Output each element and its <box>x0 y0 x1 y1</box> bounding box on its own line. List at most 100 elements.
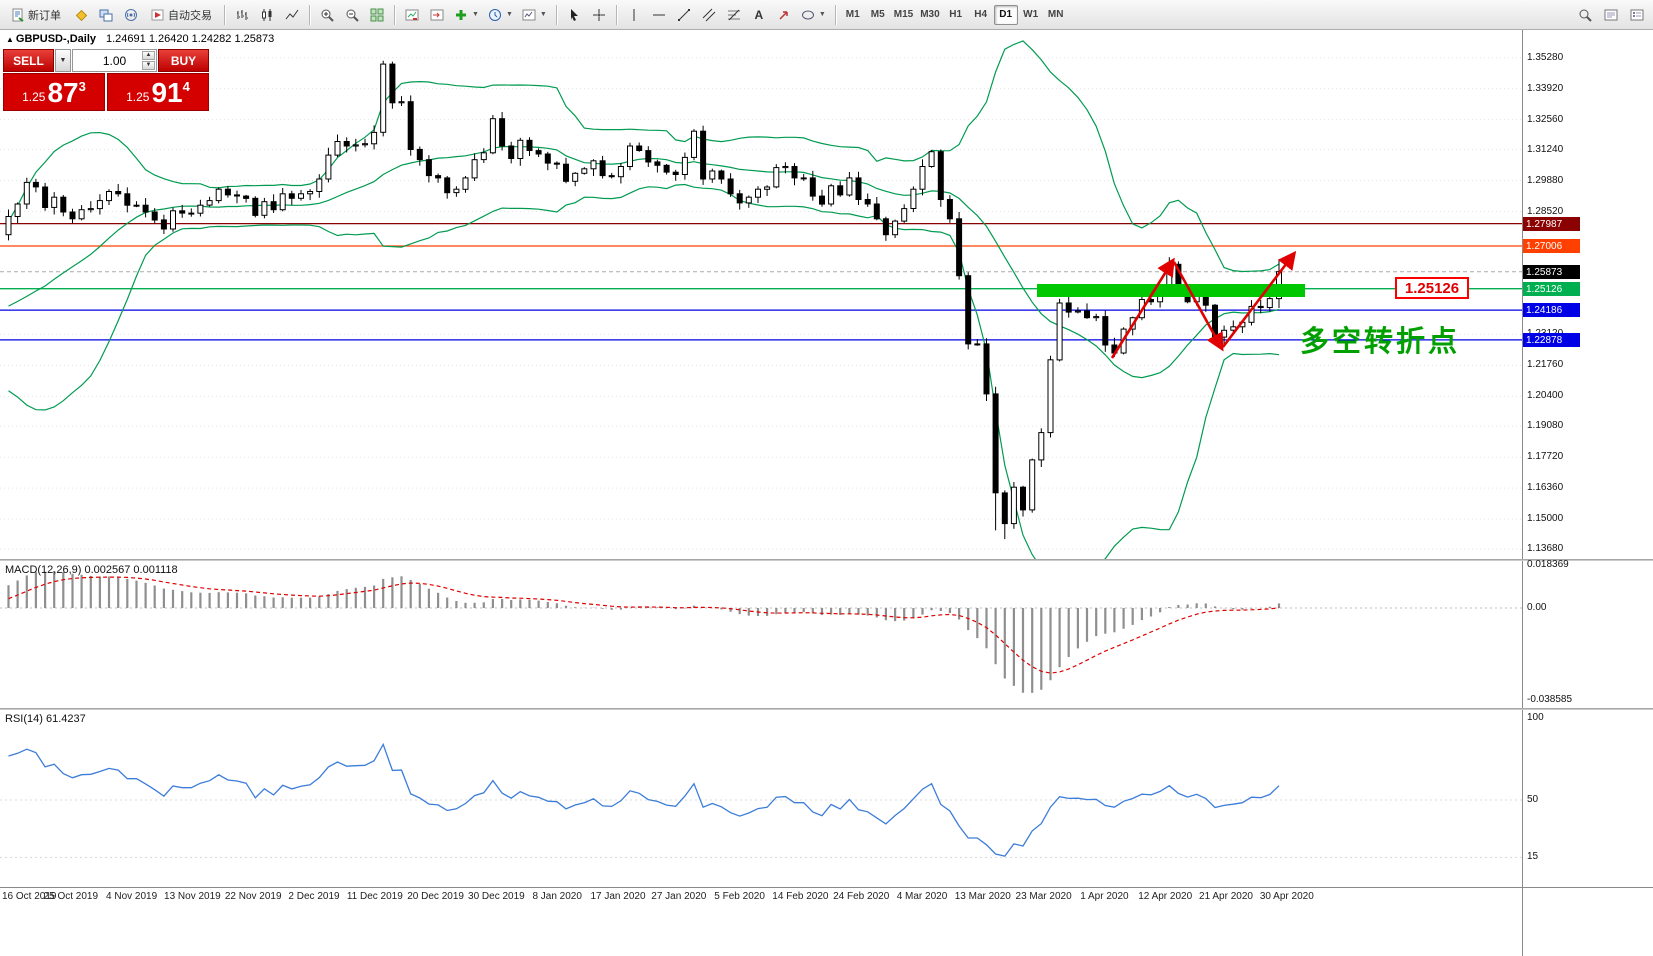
broadcast-button[interactable] <box>119 3 143 27</box>
time-axis-label: 23 Mar 2020 <box>1015 891 1072 902</box>
support-zone-bar[interactable] <box>1037 284 1305 297</box>
data-window-button[interactable] <box>1599 3 1623 27</box>
fibonacci-icon <box>727 8 741 22</box>
price-tick-label: 1.32560 <box>1527 114 1564 125</box>
price-line-label: 1.25126 <box>1523 282 1580 296</box>
search-button[interactable] <box>1573 3 1597 27</box>
data-window-icon <box>1604 8 1618 22</box>
timeframe-w1[interactable]: W1 <box>1023 9 1039 20</box>
chevron-down-icon: ▼ <box>818 11 826 18</box>
bar-chart-icon <box>235 8 249 22</box>
trend-arrows[interactable] <box>1110 250 1297 359</box>
price-line-label: 1.24186 <box>1523 303 1580 317</box>
zoom-in-button[interactable] <box>315 3 339 27</box>
timeframe-h1[interactable]: H1 <box>949 9 963 20</box>
mql-community-button[interactable] <box>69 3 93 27</box>
channel-button[interactable] <box>697 3 721 27</box>
search-icon <box>1578 8 1592 22</box>
time-axis-label: 13 Nov 2019 <box>164 891 221 902</box>
vertical-line-button[interactable] <box>622 3 646 27</box>
auto-scroll-icon <box>405 8 419 22</box>
rsi-scale-50: 50 <box>1527 794 1539 805</box>
sell-price-box[interactable]: 1.25 87 3 <box>3 73 105 111</box>
bar-chart-button[interactable] <box>230 3 254 27</box>
timeframe-d1[interactable]: D1 <box>993 4 1018 25</box>
text-label-button[interactable]: A <box>747 3 771 27</box>
horizontal-level-lines[interactable] <box>0 222 1522 341</box>
templates-button[interactable]: ▼ <box>518 3 551 27</box>
candlestick-chart-button[interactable] <box>255 3 279 27</box>
volume-down-button[interactable]: ▼ <box>142 61 155 70</box>
profiles-button[interactable] <box>94 3 118 27</box>
toolbar-separator <box>834 4 836 25</box>
timeframe-m15[interactable]: M15 <box>893 9 914 20</box>
indicators-plus-icon <box>454 8 468 22</box>
cursor-icon <box>567 8 581 22</box>
volume-dropdown[interactable]: ▼ <box>55 49 71 72</box>
cursor-button[interactable] <box>562 3 586 27</box>
time-axis-label: 12 Apr 2020 <box>1138 891 1193 902</box>
chart-shift-button[interactable] <box>425 3 449 27</box>
turning-point-text[interactable]: 多空转折点 <box>1300 326 1461 358</box>
autotrading-button[interactable]: 自动交易 <box>144 3 219 27</box>
time-axis-label: 1 Apr 2020 <box>1080 891 1129 902</box>
sell-price-small: 1.25 <box>22 90 46 104</box>
timeframe-mn[interactable]: MN <box>1047 9 1064 20</box>
macd-panel-separator[interactable] <box>0 559 1653 561</box>
timeframe-m1[interactable]: M1 <box>845 9 860 20</box>
autotrading-icon <box>151 8 165 22</box>
navigator-button[interactable] <box>1625 3 1649 27</box>
price-tick-label: 1.29880 <box>1527 175 1564 186</box>
buy-button[interactable]: BUY <box>158 49 209 72</box>
toolbar-separator <box>615 4 617 25</box>
price-tick-label: 1.19080 <box>1527 420 1564 431</box>
price-line-label: 1.25873 <box>1523 265 1580 279</box>
volume-input[interactable]: 1.00 ▲ ▼ <box>72 49 157 72</box>
auto-scroll-button[interactable] <box>400 3 424 27</box>
volume-up-button[interactable]: ▲ <box>142 51 155 60</box>
zoom-out-icon <box>345 8 359 22</box>
new-order-label: 新订单 <box>28 9 61 22</box>
time-axis-label: 22 Nov 2019 <box>224 891 282 902</box>
zone-price-callout[interactable]: 1.25126 <box>1395 277 1469 299</box>
time-axis-label: 13 Mar 2020 <box>954 891 1011 902</box>
tile-windows-button[interactable] <box>365 3 389 27</box>
time-axis[interactable]: 16 Oct 2019 25 Oct 2019 4 Nov 2019 13 Nov 2… <box>0 889 1522 905</box>
chevron-down-icon: ▼ <box>505 11 513 18</box>
shapes-button[interactable]: ▼ <box>797 3 830 27</box>
arrows-tool-button[interactable] <box>772 3 796 27</box>
time-axis-label: 4 Mar 2020 <box>896 891 948 902</box>
text-a-icon: A <box>754 7 764 22</box>
price-tick-label: 1.13680 <box>1527 543 1564 554</box>
price-tick-label: 1.20400 <box>1527 390 1564 401</box>
rsi-line <box>8 742 1280 857</box>
volume-spinner[interactable]: ▲ ▼ <box>142 51 155 70</box>
zoom-out-button[interactable] <box>340 3 364 27</box>
line-chart-button[interactable] <box>280 3 304 27</box>
symbol-title: GBPUSD-,Daily <box>15 33 96 45</box>
sell-button[interactable]: SELL <box>3 49 54 72</box>
time-axis-label: 17 Jan 2020 <box>590 891 646 902</box>
trendline-button[interactable] <box>672 3 696 27</box>
horizontal-line-button[interactable] <box>647 3 671 27</box>
timeframe-h4[interactable]: H4 <box>974 9 988 20</box>
buy-price-box[interactable]: 1.25 91 4 <box>107 73 209 111</box>
timeframe-m30[interactable]: M30 <box>920 9 940 20</box>
vertical-line-icon <box>627 8 641 22</box>
fibonacci-button[interactable] <box>722 3 746 27</box>
windows-icon <box>99 8 113 22</box>
navigator-icon <box>1630 8 1644 22</box>
buy-price-big: 91 <box>151 77 183 108</box>
sell-price-big: 87 <box>47 77 79 108</box>
indicators-button[interactable]: ▼ <box>450 3 483 27</box>
horizontal-line-icon <box>652 8 666 22</box>
price-scale[interactable] <box>1522 30 1653 956</box>
new-order-button[interactable]: 新订单 <box>4 3 68 27</box>
periods-button[interactable]: ▼ <box>484 3 517 27</box>
timeframe-m5[interactable]: M5 <box>870 9 885 20</box>
candlesticks <box>5 60 1282 540</box>
crosshair-button[interactable] <box>587 3 611 27</box>
macd-scale-min: -0.038585 <box>1527 694 1573 705</box>
rsi-panel-separator[interactable] <box>0 708 1653 710</box>
